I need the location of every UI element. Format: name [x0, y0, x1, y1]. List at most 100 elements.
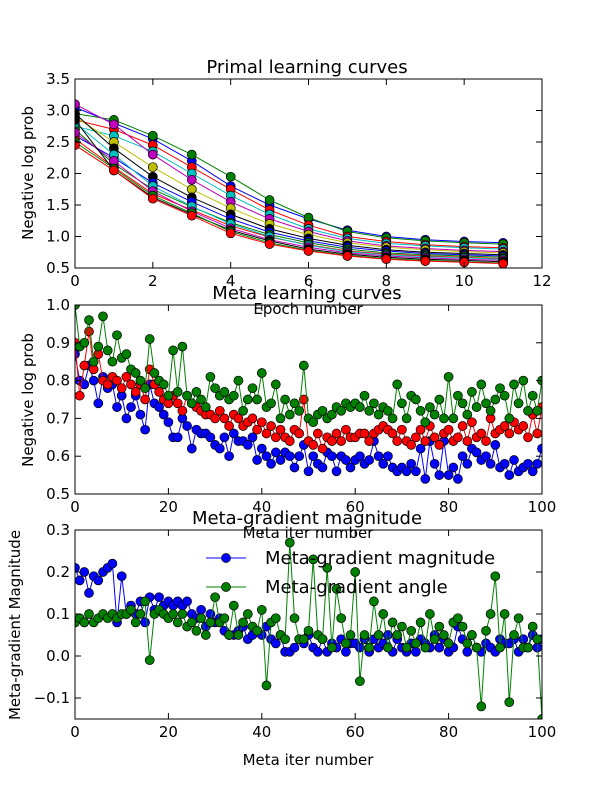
y-tick-label: −0.1: [34, 689, 70, 707]
series-3-point: [84, 315, 94, 325]
series-2-point: [84, 609, 94, 619]
chart-meta-xlabel: Meta iter number: [243, 524, 375, 542]
series-2-point: [308, 440, 319, 450]
y-tick-label: 0.5: [46, 485, 70, 503]
series-3-point: [102, 345, 113, 356]
series-1-point: [383, 451, 393, 462]
series-3-point: [392, 379, 403, 390]
series-2-point: [135, 609, 146, 619]
series-2-point: [434, 621, 445, 632]
y-tick-label: 1.0: [46, 228, 70, 246]
series-1-point: [219, 432, 230, 443]
series-2-point: [205, 617, 216, 628]
series-2-point: [364, 642, 375, 653]
series-3-point: [172, 387, 183, 397]
series-1-point: [252, 455, 262, 465]
series-2-point: [126, 604, 136, 615]
series-3-point: [495, 383, 505, 394]
series-1-point: [158, 409, 169, 420]
series-2-point: [168, 609, 178, 619]
series-15-point: [303, 246, 314, 256]
series-2-point: [359, 428, 370, 439]
chart-metagrad-legend: Meta-gradient magnitude Meta-gradient an…: [206, 548, 495, 598]
series-2-point: [406, 440, 417, 450]
series-2-point: [518, 421, 529, 431]
series-2-point: [252, 424, 262, 435]
series-15-point: [264, 239, 275, 249]
series-2-point: [327, 642, 337, 653]
series-1-point: [205, 609, 216, 619]
series-2-point: [140, 596, 150, 607]
series-2-point: [481, 625, 491, 636]
series-1-point: [270, 638, 281, 649]
series-2-point: [256, 417, 267, 428]
y-tick-label: 0.1: [46, 605, 70, 623]
series-2-point: [523, 642, 533, 653]
series-2-point: [476, 701, 487, 712]
series-2-point: [476, 428, 487, 439]
series-2-point: [147, 130, 158, 141]
series-2-point: [425, 609, 435, 619]
series-3-point: [457, 398, 468, 409]
series-1-point: [406, 458, 417, 469]
series-2-point: [467, 630, 477, 640]
y-tick-label: 3.0: [46, 102, 70, 120]
series-3-point: [359, 390, 370, 401]
series-2-point: [532, 428, 542, 439]
series-2-point: [523, 432, 533, 443]
series-1-point: [443, 470, 454, 480]
series-2-point: [383, 642, 393, 653]
series-2-point: [485, 609, 496, 619]
series-2-point: [341, 424, 351, 435]
chart-primal-ylabel: Negative log prob: [19, 106, 37, 240]
series-2-point: [317, 634, 328, 645]
series-2-point: [378, 609, 389, 619]
series-2-point: [233, 413, 244, 424]
series-15-line: [75, 144, 504, 265]
series-3-point: [434, 394, 445, 405]
series-3-point: [168, 345, 178, 356]
y-tick-label: 0.8: [46, 372, 70, 390]
legend-marker-angle: [221, 582, 231, 592]
series-2-point: [331, 583, 342, 594]
series-2-point: [341, 638, 351, 649]
series-2-point: [303, 625, 314, 636]
series-1-point: [224, 451, 234, 462]
series-2-point: [499, 421, 510, 431]
series-8-line: [75, 135, 504, 257]
series-1-point: [93, 575, 104, 586]
series-3-point: [308, 417, 319, 428]
series-3-point: [467, 387, 477, 397]
series-3-point: [397, 398, 407, 409]
y-tick-label: 0.6: [46, 447, 70, 465]
series-2-point: [420, 642, 431, 653]
series-1-point: [135, 409, 146, 420]
x-tick-label: 0: [70, 723, 80, 741]
series-2-point: [289, 613, 300, 624]
series-1-point: [509, 455, 519, 465]
x-tick-label: 4: [226, 272, 236, 290]
series-6-line: [75, 116, 504, 254]
series-2-point: [504, 428, 515, 439]
series-2-point: [453, 432, 463, 443]
series-2-point: [490, 571, 501, 582]
series-1-point: [294, 451, 305, 462]
series-2-point: [369, 596, 379, 607]
series-2-point: [228, 600, 239, 611]
series-3-point: [527, 390, 538, 401]
series-2-point: [177, 609, 188, 619]
series-1-point: [84, 588, 94, 598]
series-2-point: [499, 609, 510, 619]
series-1-point: [172, 432, 183, 443]
series-1-point: [196, 604, 206, 615]
x-tick-label: 6: [304, 272, 314, 290]
series-2-point: [130, 387, 141, 397]
series-2-point: [453, 613, 463, 624]
series-1-point: [448, 462, 459, 473]
series-3-point: [107, 356, 118, 367]
series-3-point: [513, 398, 524, 409]
series-3-point: [439, 413, 449, 424]
series-2-point: [495, 642, 505, 653]
series-2-point: [481, 436, 491, 446]
series-1-point: [481, 451, 491, 462]
